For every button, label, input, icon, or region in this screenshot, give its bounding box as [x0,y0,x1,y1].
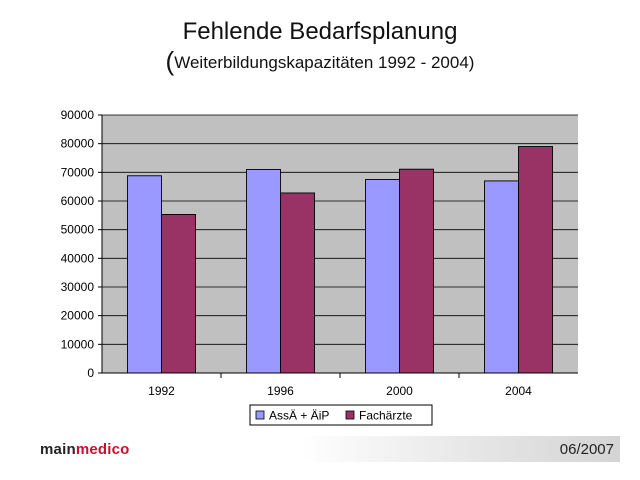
legend-label: Fachärzte [359,409,413,423]
y-tick-label: 50000 [61,223,95,237]
y-tick-label: 80000 [61,137,95,151]
bar-fachaerzte-2004 [518,146,553,374]
chart-subtitle: (Weiterbildungskapazitäten 1992 - 2004) [0,46,640,77]
bar-assae-aeip-2004 [484,180,519,374]
brand-logo: mainmedico [40,441,130,458]
bar-assae-aeip-1996 [246,169,281,374]
footer-date: 06/2007 [559,441,614,458]
y-tick-label: 10000 [61,337,95,351]
x-tick-label: 1996 [267,384,294,398]
y-tick-labels: 0 10000 20000 30000 40000 50000 60000 70000 8000… [61,108,95,380]
y-tick-label: 90000 [61,108,95,122]
y-tick-label: 20000 [61,309,95,323]
bar-fachaerzte-2000 [399,168,434,374]
y-tick-label: 40000 [61,251,95,265]
brand-part-main: main [40,441,76,458]
chart-title: Fehlende Bedarfsplanung [182,18,458,45]
y-tick-label: 70000 [61,165,95,179]
subtitle-paren: ( [165,46,175,76]
x-tick-label: 1992 [148,384,175,398]
bars [127,146,553,374]
y-tick-label: 0 [87,366,94,380]
subtitle-text: Weiterbildungskapazitäten 1992 - 2004) [174,53,475,72]
legend: AssÄ + ÄiP Fachärzte [249,404,433,426]
y-tick-label: 30000 [61,280,95,294]
x-tick-labels: 1992 1996 2000 2004 [148,384,532,398]
legend-swatch [345,410,355,420]
axes [101,115,578,374]
x-tick-label: 2004 [505,384,532,398]
bar-chart: 0 10000 20000 30000 40000 50000 60000 70000 8000… [61,108,578,426]
legend-box [249,404,433,426]
bar-fachaerzte-1992 [161,214,196,374]
bar-fachaerzte-1996 [280,192,315,374]
legend-swatch [255,410,265,420]
y-tick-label: 60000 [61,194,95,208]
footer: mainmedico 06/2007 [0,436,640,462]
bar-assae-aeip-1992 [127,175,162,374]
footer-bar [300,436,620,462]
bar-assae-aeip-2000 [365,179,400,374]
x-tick-label: 2000 [386,384,413,398]
legend-label: AssÄ + ÄiP [269,409,329,423]
brand-part-medico: medico [75,441,130,458]
